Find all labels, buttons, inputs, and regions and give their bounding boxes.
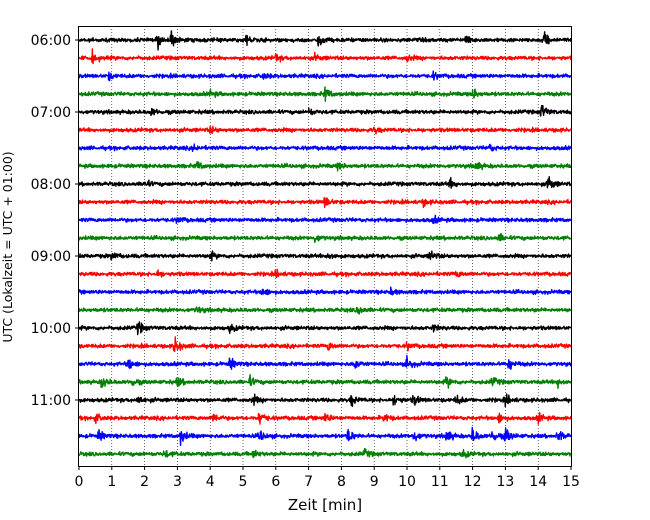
x-tick-label: 6 [271,474,280,490]
x-axis: 0 1 2 3 4 5 6 7 8 9 10 11 12 13 14 15 [75,466,580,490]
y-tick-label: 09:00 [31,249,71,265]
x-tick-label: 14 [529,474,547,490]
x-tick-label: 2 [140,474,149,490]
trace-line [78,214,572,225]
trace-line [78,306,572,315]
trace-line [78,321,572,336]
x-tick-label: 1 [107,474,116,490]
y-tick-label: 07:00 [31,105,71,121]
y-tick-label: 08:00 [31,177,71,193]
trace-line [78,354,572,370]
x-tick-label: 7 [304,474,313,490]
x-tick-label: 10 [398,474,416,490]
trace-line [78,176,572,189]
trace-line [78,197,572,209]
x-tick-label: 8 [337,474,346,490]
y-tick-label: 11:00 [31,393,71,409]
trace-line [78,143,572,152]
y-axis: 06:00 07:00 08:00 09:00 10:00 11:00 [31,33,79,409]
x-tick-label: 11 [431,474,449,490]
vertical-grid [111,26,539,466]
x-tick-label: 4 [206,474,215,490]
trace-line [78,336,572,353]
trace-line [78,286,572,296]
trace-line [78,411,572,425]
trace-line [78,86,572,102]
x-tick-label: 0 [75,474,84,490]
traces [78,30,572,459]
x-tick-label: 15 [562,474,580,490]
trace-line [78,30,572,51]
trace-line [78,161,572,172]
x-tick-label: 12 [464,474,482,490]
trace-line [78,250,572,262]
x-tick-label: 5 [239,474,248,490]
trace-line [78,232,572,244]
x-tick-label: 9 [370,474,379,490]
y-tick-label: 06:00 [31,33,71,49]
trace-line [78,70,572,82]
trace-line [78,48,572,65]
trace-line [78,426,572,447]
x-tick-label: 3 [173,474,182,490]
x-tick-label: 13 [496,474,514,490]
trace-line [78,447,572,459]
plot-frame [78,26,572,467]
trace-line [78,393,572,408]
y-axis-label: UTC (Lokalzeit = UTC + 01:00) [0,151,15,342]
y-tick-label: 10:00 [31,321,71,337]
x-axis-label: Zeit [min] [288,496,362,514]
trace-line [78,125,572,135]
trace-line [78,374,572,389]
trace-line [78,104,572,117]
trace-line [78,268,572,279]
